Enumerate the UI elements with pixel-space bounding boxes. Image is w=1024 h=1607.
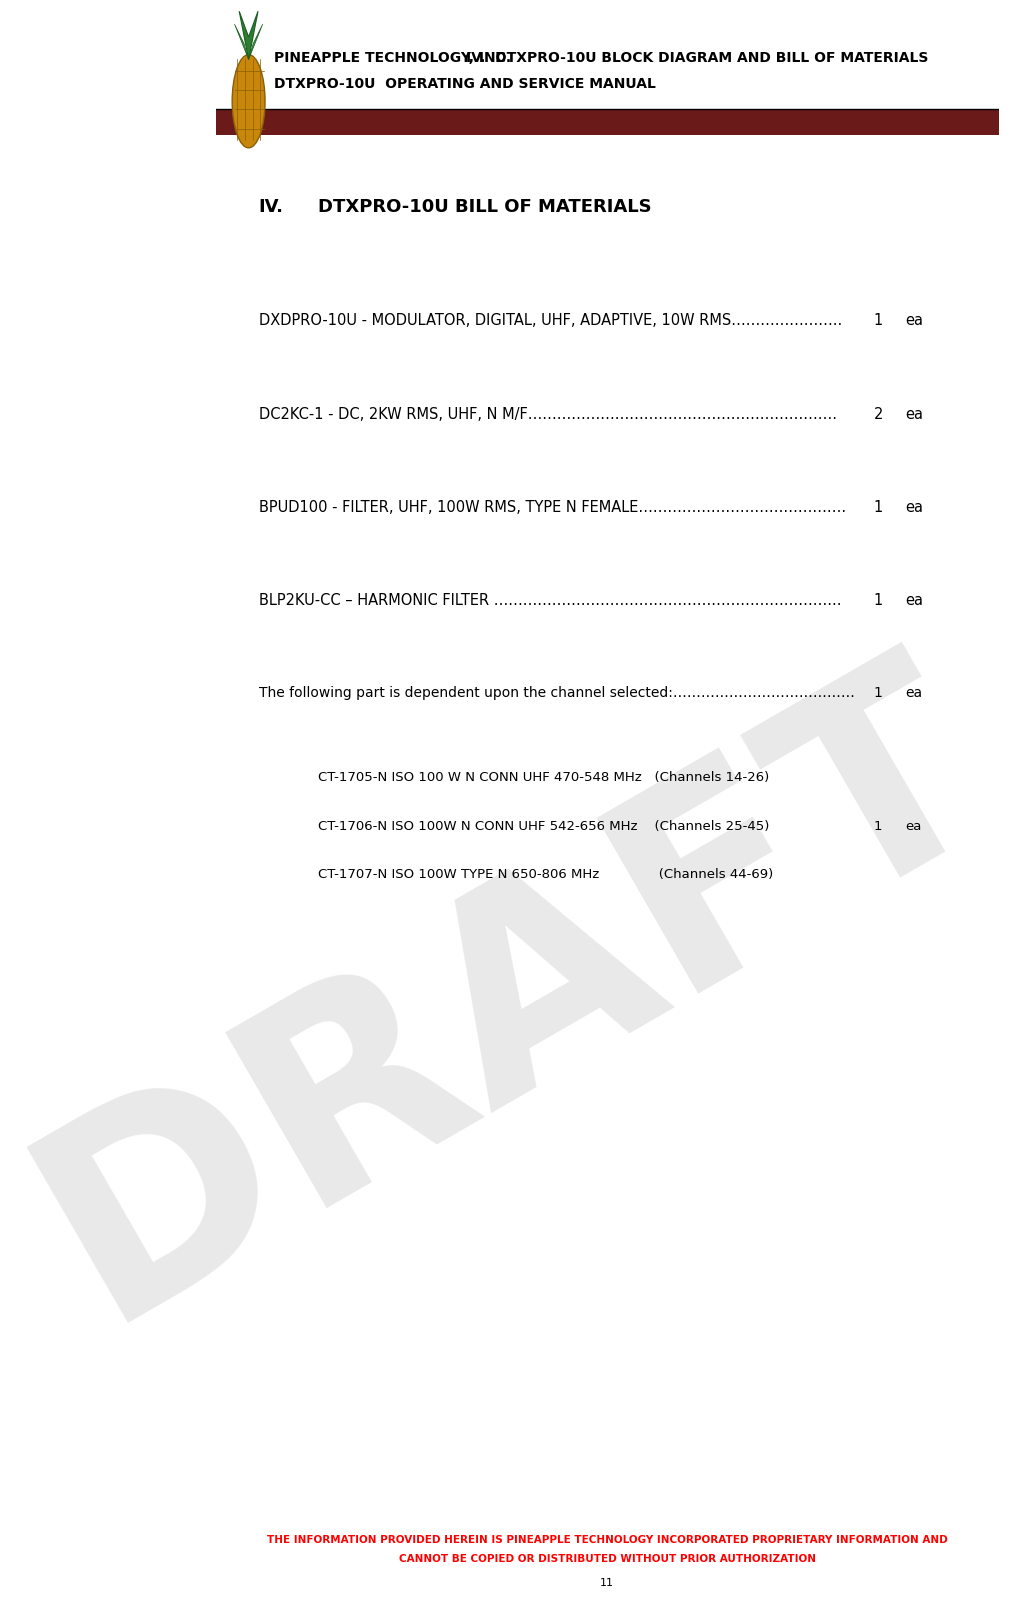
- Polygon shape: [234, 24, 249, 59]
- Text: ea: ea: [905, 820, 922, 832]
- Text: IV.  DTXPRO-10U BLOCK DIAGRAM AND BILL OF MATERIALS: IV. DTXPRO-10U BLOCK DIAGRAM AND BILL OF…: [466, 51, 929, 66]
- Text: ea: ea: [905, 313, 923, 328]
- Text: ea: ea: [905, 593, 923, 607]
- Polygon shape: [240, 11, 258, 59]
- Text: ea: ea: [905, 407, 923, 421]
- Text: CT-1707-N ISO 100W TYPE N 650-806 MHz              (Channels 44-69): CT-1707-N ISO 100W TYPE N 650-806 MHz (C…: [317, 868, 773, 881]
- Text: THE INFORMATION PROVIDED HEREIN IS PINEAPPLE TECHNOLOGY INCORPORATED PROPRIETARY: THE INFORMATION PROVIDED HEREIN IS PINEA…: [267, 1535, 947, 1544]
- Text: The following part is dependent upon the channel selected:…………………………………: The following part is dependent upon the…: [259, 686, 855, 701]
- Text: CT-1705-N ISO 100 W N CONN UHF 470-548 MHz   (Channels 14-26): CT-1705-N ISO 100 W N CONN UHF 470-548 M…: [317, 771, 769, 784]
- FancyBboxPatch shape: [216, 109, 998, 135]
- Text: 1: 1: [873, 500, 883, 514]
- Text: PINEAPPLE TECHNOLOGY, INC.: PINEAPPLE TECHNOLOGY, INC.: [274, 51, 512, 66]
- Text: 1: 1: [873, 686, 883, 701]
- Text: ea: ea: [905, 500, 923, 514]
- Ellipse shape: [232, 55, 265, 148]
- Text: DTXPRO-10U  OPERATING AND SERVICE MANUAL: DTXPRO-10U OPERATING AND SERVICE MANUAL: [274, 77, 656, 92]
- Text: 2: 2: [873, 407, 883, 421]
- Text: IV.: IV.: [259, 198, 284, 215]
- Text: DRAFT: DRAFT: [0, 620, 1024, 1372]
- Polygon shape: [249, 24, 263, 59]
- Text: DTXPRO-10U BILL OF MATERIALS: DTXPRO-10U BILL OF MATERIALS: [317, 198, 651, 215]
- Text: 11: 11: [600, 1578, 614, 1588]
- Text: BLP2KU-CC – HARMONIC FILTER ……………………………………………………………...: BLP2KU-CC – HARMONIC FILTER …………………………………: [259, 593, 842, 607]
- Text: ea: ea: [905, 686, 922, 701]
- Text: DC2KC-1 - DC, 2KW RMS, UHF, N M/F……………………………………………………….: DC2KC-1 - DC, 2KW RMS, UHF, N M/F……………………: [259, 407, 837, 421]
- Text: CT-1706-N ISO 100W N CONN UHF 542-656 MHz    (Channels 25-45): CT-1706-N ISO 100W N CONN UHF 542-656 MH…: [317, 820, 769, 832]
- Text: 1: 1: [873, 820, 882, 832]
- Text: 1: 1: [873, 313, 883, 328]
- Text: BPUD100 - FILTER, UHF, 100W RMS, TYPE N FEMALE…………………………………….: BPUD100 - FILTER, UHF, 100W RMS, TYPE N …: [259, 500, 846, 514]
- Text: 1: 1: [873, 593, 883, 607]
- Text: DXDPRO-10U - MODULATOR, DIGITAL, UHF, ADAPTIVE, 10W RMS…………………..: DXDPRO-10U - MODULATOR, DIGITAL, UHF, AD…: [259, 313, 842, 328]
- Text: CANNOT BE COPIED OR DISTRIBUTED WITHOUT PRIOR AUTHORIZATION: CANNOT BE COPIED OR DISTRIBUTED WITHOUT …: [398, 1554, 816, 1564]
